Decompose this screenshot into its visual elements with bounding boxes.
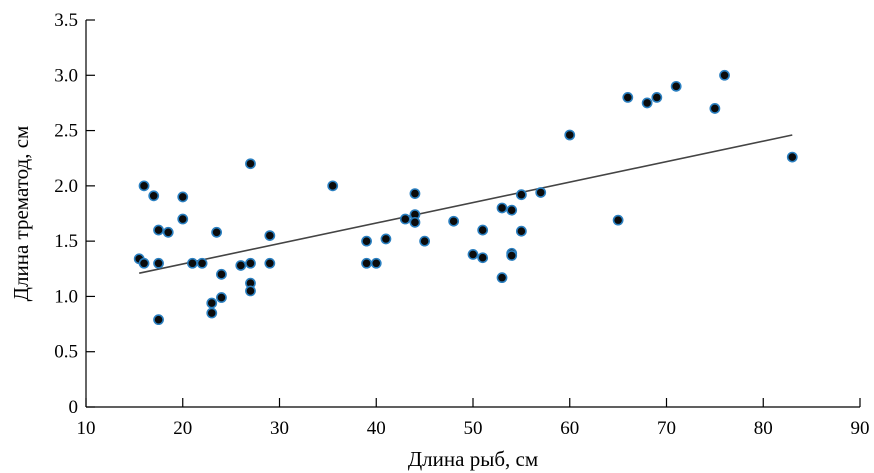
data-point bbox=[401, 214, 410, 223]
data-point bbox=[246, 286, 255, 295]
axes bbox=[86, 20, 860, 407]
data-point bbox=[265, 231, 274, 240]
data-points bbox=[135, 71, 797, 325]
data-point bbox=[178, 214, 187, 223]
y-axis-label: Длина трематод, см bbox=[9, 126, 33, 302]
data-point bbox=[198, 259, 207, 268]
data-point bbox=[420, 237, 429, 246]
data-point bbox=[623, 93, 632, 102]
data-point bbox=[207, 308, 216, 317]
y-tick-label: 1.5 bbox=[54, 231, 78, 252]
x-tick-label: 30 bbox=[270, 418, 289, 439]
data-point bbox=[246, 259, 255, 268]
data-point bbox=[468, 250, 477, 259]
data-point bbox=[164, 228, 173, 237]
data-point bbox=[710, 104, 719, 113]
data-point bbox=[507, 251, 516, 260]
data-point bbox=[788, 153, 797, 162]
x-tick-label: 20 bbox=[173, 418, 192, 439]
data-point bbox=[672, 82, 681, 91]
y-tick-label: 3.5 bbox=[54, 10, 78, 31]
y-tick-label: 3.0 bbox=[54, 65, 78, 86]
data-point bbox=[614, 216, 623, 225]
data-point bbox=[207, 298, 216, 307]
data-point bbox=[139, 181, 148, 190]
y-tick-label: 0 bbox=[69, 397, 79, 418]
data-point bbox=[410, 189, 419, 198]
x-tick-label: 70 bbox=[657, 418, 676, 439]
data-point bbox=[246, 159, 255, 168]
x-tick-label: 40 bbox=[367, 418, 386, 439]
data-point bbox=[154, 259, 163, 268]
y-tick-label: 2.0 bbox=[54, 176, 78, 197]
x-tick-label: 80 bbox=[754, 418, 773, 439]
data-point bbox=[178, 192, 187, 201]
data-point bbox=[507, 206, 516, 215]
data-point bbox=[154, 225, 163, 234]
data-point bbox=[372, 259, 381, 268]
data-point bbox=[149, 191, 158, 200]
y-tick-label: 1.0 bbox=[54, 286, 78, 307]
data-point bbox=[362, 259, 371, 268]
data-point bbox=[328, 181, 337, 190]
data-point bbox=[536, 188, 545, 197]
data-point bbox=[652, 93, 661, 102]
data-point bbox=[449, 217, 458, 226]
data-point bbox=[517, 227, 526, 236]
y-ticks: 0 0.5 1.0 1.5 2.0 2.5 3.0 3.5 bbox=[54, 10, 95, 418]
data-point bbox=[217, 270, 226, 279]
x-tick-label: 50 bbox=[464, 418, 483, 439]
data-point bbox=[720, 71, 729, 80]
x-tick-label: 10 bbox=[77, 418, 96, 439]
data-point bbox=[497, 273, 506, 282]
data-point bbox=[212, 228, 221, 237]
x-axis-label: Длина рыб, см bbox=[408, 447, 538, 471]
data-point bbox=[517, 190, 526, 199]
data-point bbox=[217, 293, 226, 302]
data-point bbox=[381, 234, 390, 243]
data-point bbox=[497, 203, 506, 212]
data-point bbox=[154, 315, 163, 324]
y-tick-label: 2.5 bbox=[54, 121, 78, 142]
y-tick-label: 0.5 bbox=[54, 342, 78, 363]
data-point bbox=[643, 98, 652, 107]
data-point bbox=[478, 253, 487, 262]
x-ticks: 10 20 30 40 50 60 70 80 90 bbox=[77, 398, 870, 439]
trend-line bbox=[139, 135, 792, 273]
data-point bbox=[362, 237, 371, 246]
data-point bbox=[139, 259, 148, 268]
data-point bbox=[188, 259, 197, 268]
data-point bbox=[478, 225, 487, 234]
data-point bbox=[565, 130, 574, 139]
x-tick-label: 90 bbox=[851, 418, 870, 439]
data-point bbox=[265, 259, 274, 268]
data-point bbox=[410, 218, 419, 227]
data-point bbox=[236, 261, 245, 270]
x-tick-label: 60 bbox=[560, 418, 579, 439]
